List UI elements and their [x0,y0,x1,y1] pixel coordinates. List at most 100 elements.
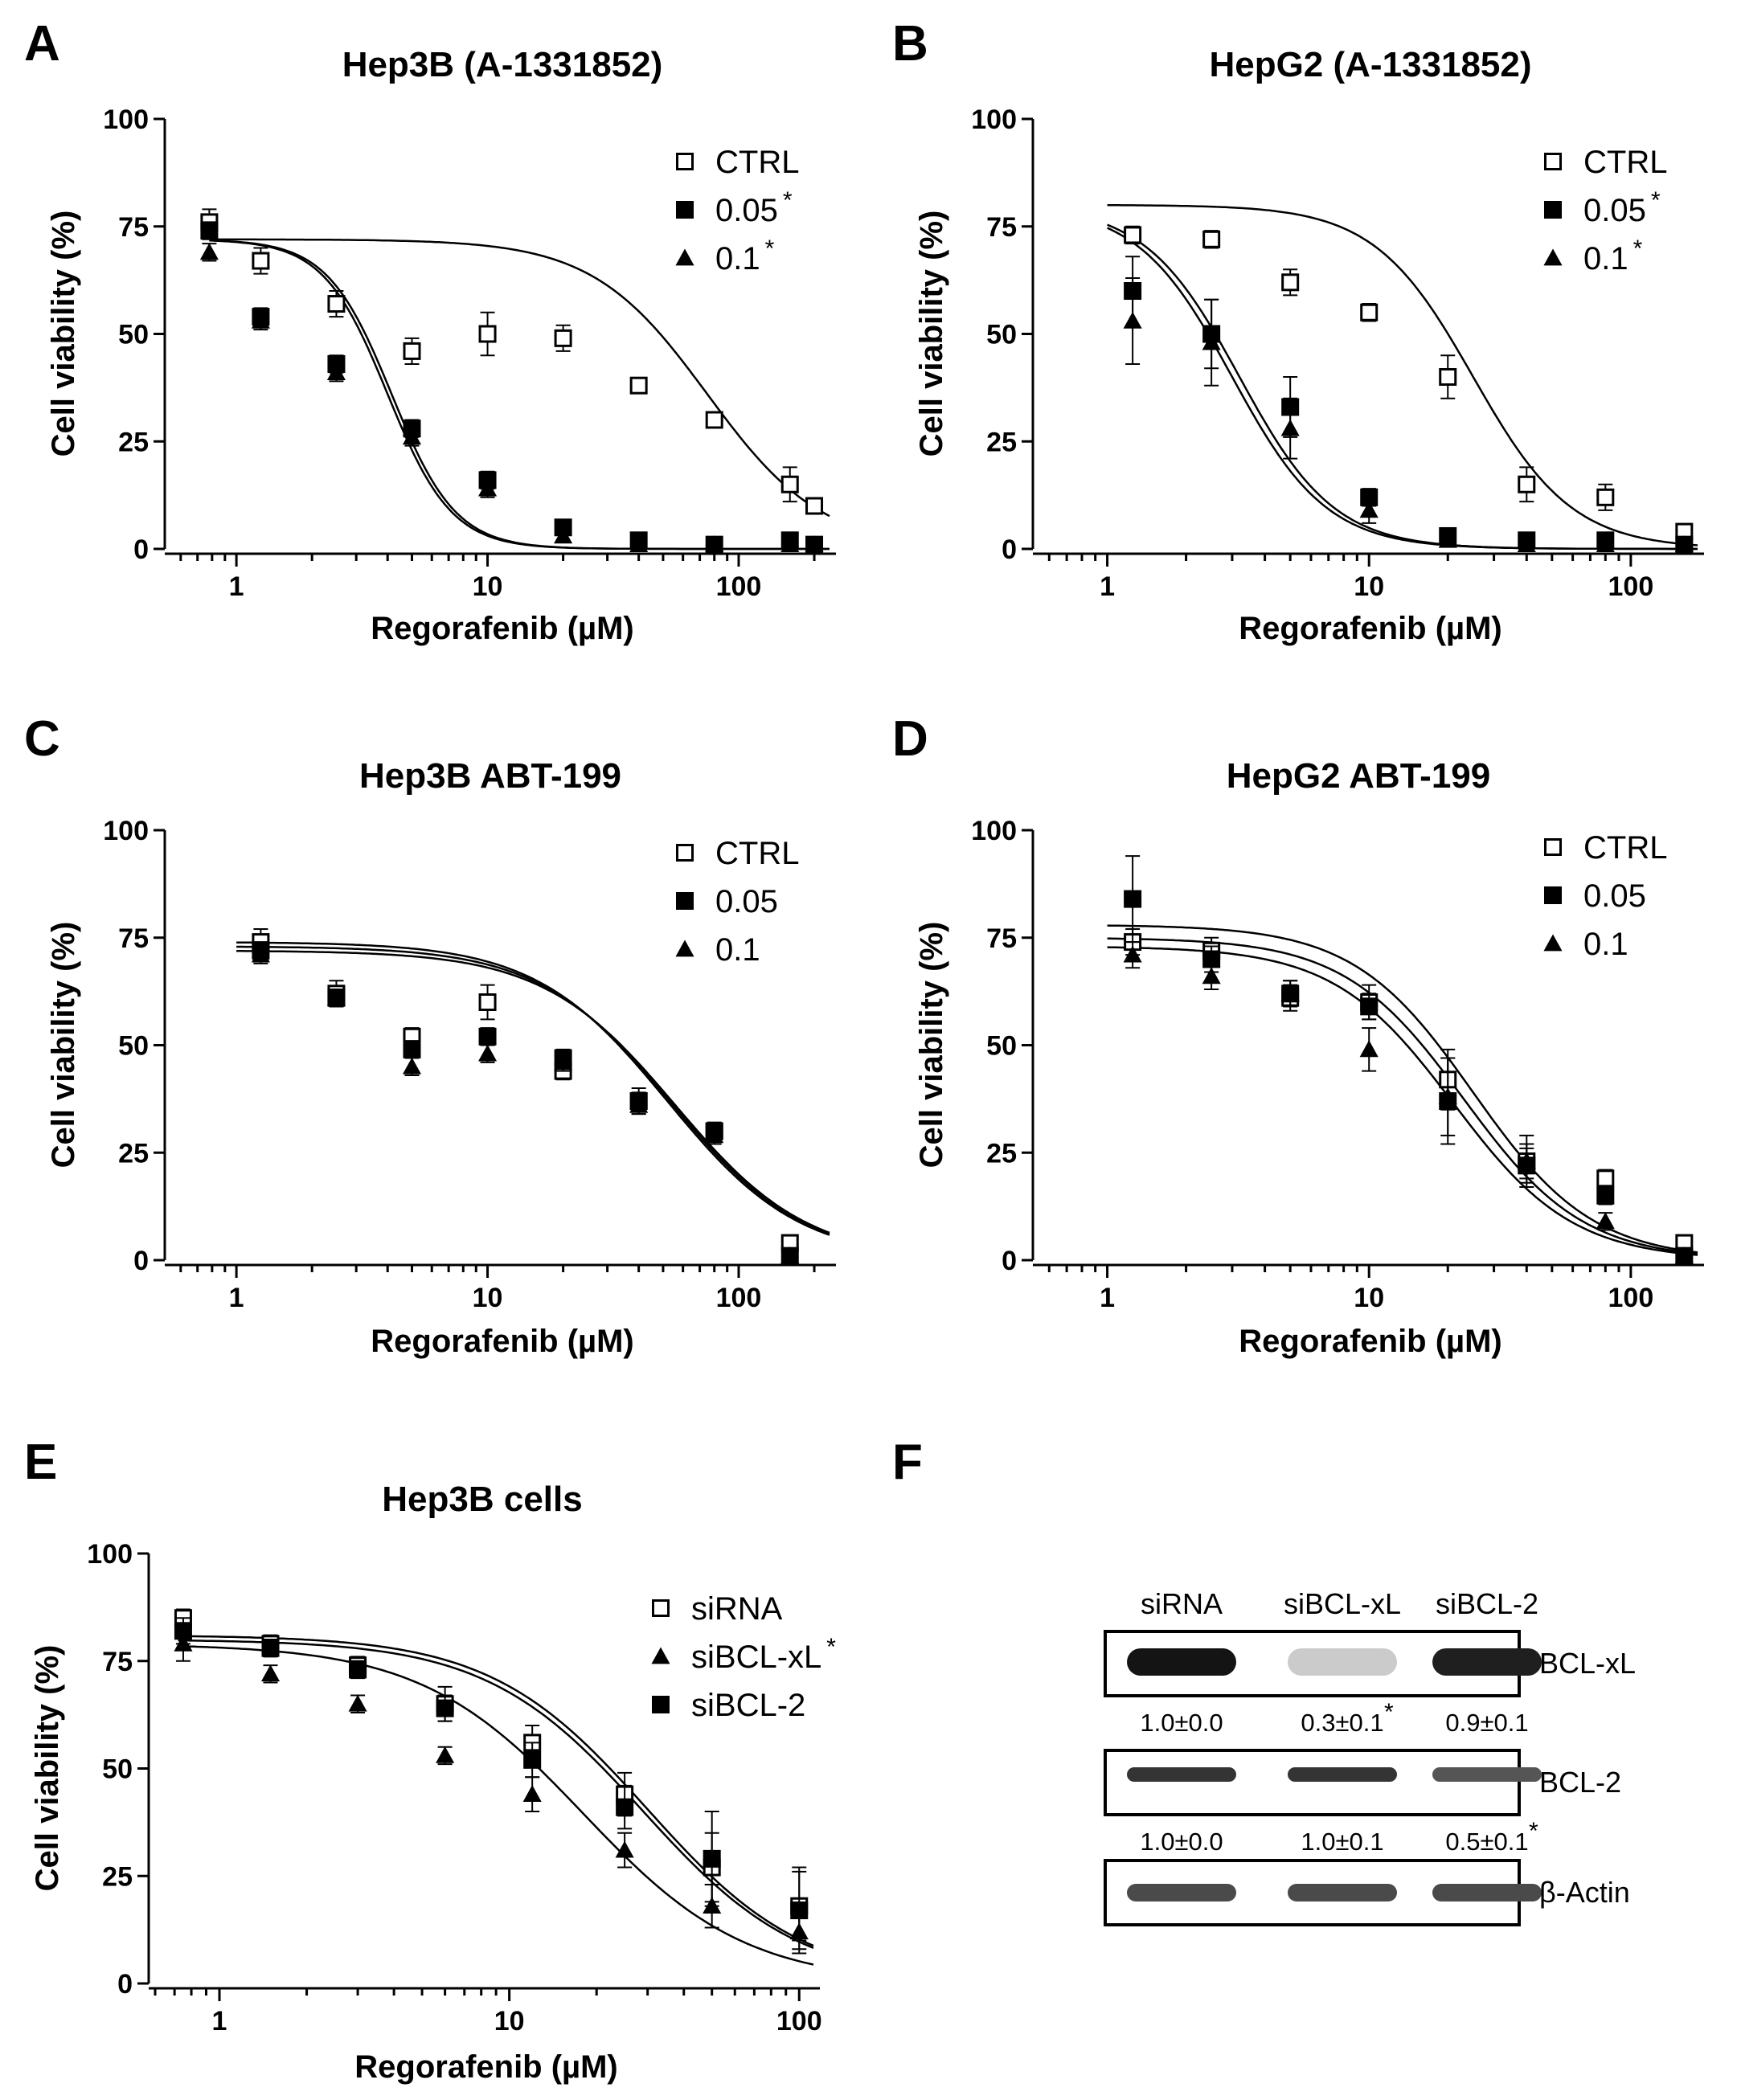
panel-f: F siRNA siBCL-xL siBCL-2 BCL-xL 1.0±0.0 … [892,1435,1636,1926]
marker-filled-triangle [348,1694,367,1712]
legend-entry: 0.05 [1544,878,1646,914]
quant-value: 1.0±0.0 [1140,1709,1223,1737]
legend-marker [675,939,694,957]
marker-open-square [1544,838,1562,856]
marker-filled-triangle [629,1095,649,1113]
legend-entry: 0.05 [676,884,778,919]
legend-label: CTRL [715,145,799,180]
marker-filled-square [676,201,694,219]
marker-open-square [676,844,694,862]
y-axis-label: Cell viability (%) [914,211,949,457]
legend-entry: siRNA [652,1591,783,1627]
marker-open-square [780,475,799,493]
y-axis-label: Cell viability (%) [30,1645,65,1892]
marker-filled-triangle [1123,945,1142,963]
quant-value: 1.0±0.1 [1301,1828,1383,1856]
marker-filled-triangle [1359,501,1379,518]
marker-filled-triangle [1674,1246,1694,1263]
legend-marker [676,153,694,170]
marker-filled-triangle [1202,967,1221,985]
y-tick-label: 100 [103,104,149,135]
y-tick-label: 50 [118,320,149,350]
marker-filled-square [1544,201,1562,219]
protein-label: β-Actin [1539,1876,1630,1909]
marker-filled-triangle [1280,984,1300,1001]
blot-band [1288,1884,1397,1901]
y-tick-label: 25 [118,1138,149,1169]
marker-open-square [1202,230,1221,248]
marker-filled-square [403,1040,421,1058]
legend-label: 0.1 [1583,927,1628,962]
marker-filled-square [174,1622,192,1640]
legend: CTRL 0.05 * 0.1 * [675,145,799,276]
x-tick-label: 1 [1100,571,1115,602]
legend-entry: 0.1 [675,932,760,968]
legend: siRNA siBCL-xL * siBCL-2 [651,1591,836,1723]
panel-d: D HepG2 ABT-199 Regorafenib (µM) Cell vi… [892,711,1704,1359]
legend-label: CTRL [1583,830,1667,866]
marker-filled-square [1360,997,1379,1016]
legend-entry: 0.05 * [676,187,793,228]
marker-open-square [1518,475,1536,493]
y-tick-label: 100 [971,816,1017,846]
y-tick-label: 100 [971,104,1017,135]
plot-area: 0 25 50 75 100 1 10 100 [103,104,836,602]
legend: CTRL 0.05 0.1 [1543,830,1667,962]
marker-open-square [252,252,270,270]
marker-filled-triangle [1202,333,1221,350]
legend-marker [1544,886,1562,904]
marker-filled-triangle [1596,535,1615,552]
blot-band [1432,1884,1542,1901]
marker-filled-triangle [554,1053,573,1070]
x-tick-label: 100 [776,2006,822,2037]
fit-curve [236,941,830,1236]
marker-filled-triangle [326,989,346,1005]
marker-open-square [403,342,421,360]
significance-star: * [1633,235,1643,262]
legend-label: siRNA [691,1591,783,1627]
lane-label: siRNA [1141,1587,1223,1620]
legend: CTRL 0.05 0.1 [675,836,799,968]
marker-filled-triangle [1438,1087,1457,1105]
legend-label: siBCL-xL [691,1639,821,1675]
legend-label: 0.05 [715,884,778,919]
y-tick-label: 25 [102,1861,133,1892]
marker-filled-triangle [780,1246,800,1263]
fit-curve [1107,204,1698,546]
blot-frame [1104,1749,1521,1816]
significance-star: * [1651,187,1661,214]
plot-area: 0 25 50 75 100 1 10 100 [87,1539,821,2037]
fit-curve [178,1644,814,1966]
legend-marker [675,248,694,266]
x-tick-label: 10 [494,2006,525,2037]
marker-filled-triangle [436,1746,455,1763]
legend-marker [676,844,694,862]
chart-title: HepG2 ABT-199 [1227,756,1490,796]
fit-curve [209,239,830,551]
blot-band [1288,1767,1397,1782]
y-tick-label: 50 [118,1031,149,1062]
legend-marker [1544,153,1562,170]
y-tick-label: 50 [986,320,1017,350]
marker-filled-triangle [402,1057,422,1075]
legend-label: 0.05 [1583,193,1646,228]
lane-label: siBCL-xL [1284,1587,1401,1620]
y-tick-label: 50 [986,1031,1017,1062]
marker-filled-triangle [326,363,346,380]
marker-filled-square [652,1696,670,1713]
legend-entry: 0.05 * [1544,187,1661,228]
marker-open-square [629,376,648,395]
panel-e: E Hep3B cells Regorafenib (µM) Cell viab… [24,1435,836,2085]
marker-filled-square [349,1660,367,1679]
chart-title: HepG2 (A-1331852) [1209,45,1531,84]
marker-filled-square [676,892,694,910]
chart-title: Hep3B cells [382,1480,582,1519]
marker-filled-triangle [554,526,573,544]
marker-filled-triangle [1543,934,1563,952]
chart-title: Hep3B (A-1331852) [342,45,663,84]
fit-curve [1107,946,1698,1256]
band-row [1127,1648,1542,1676]
marker-filled-square [616,1798,634,1816]
marker-filled-square [790,1901,809,1920]
marker-filled-triangle [705,1126,724,1144]
